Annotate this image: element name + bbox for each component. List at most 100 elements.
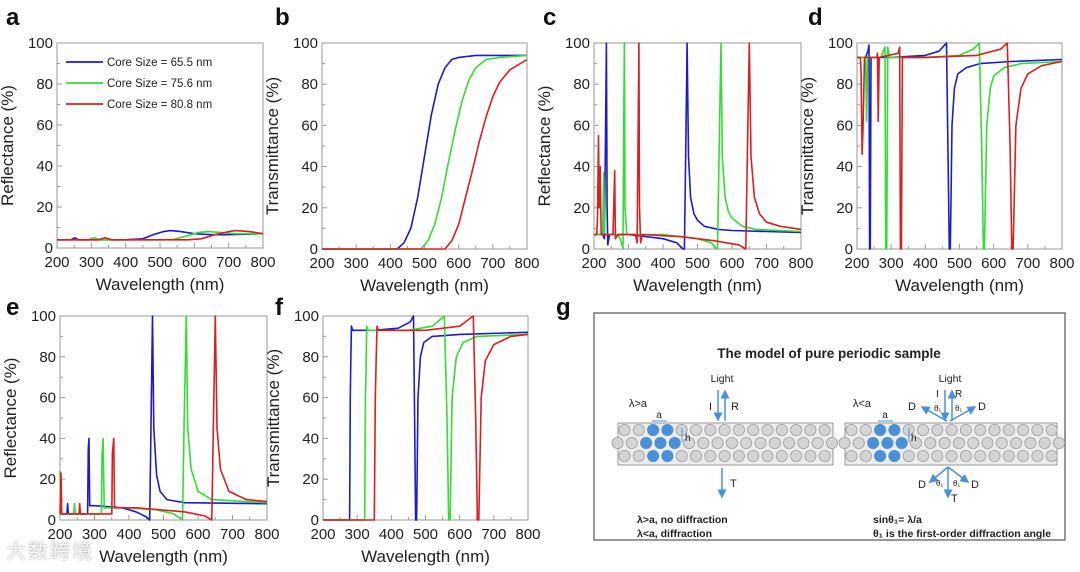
particle — [995, 436, 1008, 449]
x-tick-label: 300 — [616, 255, 641, 272]
x-tick-label: 800 — [250, 254, 275, 271]
x-axis-label: Wavelength (nm) — [96, 275, 225, 294]
particle — [725, 436, 738, 449]
particle — [1010, 436, 1023, 449]
panel-label-a: a — [6, 4, 20, 31]
highlighted-particle — [874, 423, 887, 436]
x-axis-label: Wavelength (nm) — [633, 276, 762, 295]
particle — [981, 436, 994, 449]
diffracted-arrow — [947, 466, 970, 483]
y-tick-label: 20 — [301, 200, 318, 217]
x-tick-label: 400 — [379, 526, 404, 543]
y-tick-label: 20 — [302, 471, 319, 488]
panel-label-b: b — [275, 4, 290, 31]
incident-label: I — [936, 389, 939, 400]
particle — [704, 449, 717, 462]
x-tick-label: 300 — [345, 526, 370, 543]
highlighted-particle — [661, 423, 674, 436]
angle-definition: θ₁ is the first-order diffraction angle — [873, 528, 1051, 540]
particle — [783, 436, 796, 449]
particle — [952, 436, 965, 449]
angle-label: θ₁ — [936, 479, 943, 488]
y-axis-label: Transmittance (%) — [798, 77, 817, 215]
particle — [632, 449, 645, 462]
particle — [618, 423, 631, 436]
diagram-title: The model of pure periodic sample — [717, 346, 941, 361]
particle — [1031, 449, 1044, 462]
x-tick-label: 400 — [913, 255, 938, 272]
period-label: a — [656, 410, 662, 421]
note-no-diffraction: λ>a, no diffraction — [637, 514, 728, 526]
y-tick-label: 100 — [293, 35, 318, 52]
particle — [775, 449, 788, 462]
left-model: λ>a Light I R a h T λ>a, no diffraction … — [611, 373, 839, 540]
particle — [718, 423, 731, 436]
particle — [618, 449, 631, 462]
highlighted-particle — [895, 436, 908, 449]
height-label: h — [685, 433, 691, 444]
series-line-blue — [322, 54, 527, 250]
x-tick-label: 700 — [481, 526, 506, 543]
particle — [747, 423, 760, 436]
particle — [938, 436, 951, 449]
chart-b: 200 300 400 500 600 700 800 0 20 40 60 80 100 Wavelen… — [263, 35, 540, 295]
y-tick-label: 20 — [39, 471, 56, 488]
highlighted-particle — [661, 449, 674, 462]
y-tick-label: 0 — [582, 241, 590, 258]
series-line-red — [323, 315, 529, 521]
particle — [697, 436, 710, 449]
y-tick-label: 80 — [573, 76, 590, 93]
x-axis-label: Wavelength (nm) — [360, 276, 489, 295]
y-tick-label: 40 — [36, 158, 53, 175]
x-tick-label: 200 — [844, 255, 869, 272]
panel-label-g: g — [556, 294, 571, 321]
particle — [761, 423, 774, 436]
particle — [711, 436, 724, 449]
particle — [1031, 423, 1044, 436]
particle — [974, 449, 987, 462]
particle — [924, 436, 937, 449]
y-tick-label: 0 — [48, 512, 56, 529]
particle — [931, 449, 944, 462]
y-tick-label: 0 — [845, 241, 853, 258]
x-tick-label: 200 — [44, 254, 69, 271]
x-axis-label: Wavelength (nm) — [361, 547, 490, 566]
y-axis-label: Reflectance (%) — [0, 85, 17, 206]
particle — [852, 436, 865, 449]
particle — [902, 449, 915, 462]
series-line-blue — [857, 42, 1063, 250]
particle — [683, 436, 696, 449]
highlighted-particle — [647, 423, 660, 436]
x-tick-label: 200 — [581, 255, 606, 272]
y-axis-label: Transmittance (%) — [264, 349, 283, 487]
x-tick-label: 400 — [113, 254, 138, 271]
diffracted-arrow — [949, 406, 977, 422]
y-tick-label: 40 — [573, 159, 590, 176]
particle — [988, 449, 1001, 462]
angle-label: θ₁ — [934, 404, 941, 413]
y-tick-label: 100 — [565, 35, 590, 52]
x-tick-label: 600 — [447, 526, 472, 543]
x-tick-label: 800 — [515, 526, 540, 543]
legend-entry: Core Size = 75.6 nm — [107, 78, 212, 90]
y-tick-label: 80 — [36, 76, 53, 93]
chart-d: 200 300 400 500 600 700 800 0 20 40 60 80 100 Wavelen… — [798, 35, 1075, 295]
y-axis-label: Transmittance (%) — [263, 77, 282, 215]
highlighted-particle — [647, 449, 660, 462]
particle — [1017, 449, 1030, 462]
diffracted-label: D — [971, 479, 979, 491]
x-tick-label: 300 — [79, 254, 104, 271]
x-tick-label: 400 — [378, 255, 403, 272]
particle — [959, 449, 972, 462]
y-tick-label: 100 — [828, 35, 853, 52]
y-tick-label: 80 — [39, 349, 56, 366]
particle — [988, 423, 1001, 436]
right-model: λ<a Light I R D D θ₁ θ₁ a h D D θ₁ θ₁ T … — [838, 373, 1066, 540]
x-tick-label: 600 — [182, 254, 207, 271]
condition-label: λ<a — [853, 398, 872, 410]
y-tick-label: 0 — [311, 512, 319, 529]
x-tick-label: 800 — [514, 255, 539, 272]
highlighted-particle — [874, 449, 887, 462]
series-line-green — [322, 54, 528, 250]
condition-label: λ>a — [629, 398, 648, 410]
